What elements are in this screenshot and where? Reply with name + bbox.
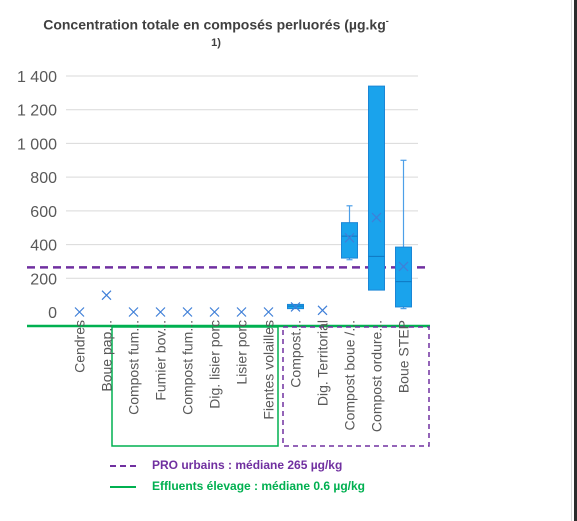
x-tick-label: Dig. lisier porc: [207, 320, 223, 409]
legend-swatch-elevage: [110, 486, 136, 488]
chart-title: Concentration totale en composés perluor…: [14, 10, 418, 50]
y-tick-label: 400: [30, 238, 57, 255]
chart-title-superscript: -: [385, 16, 389, 26]
mean-marker: [128, 307, 139, 317]
x-tick-label: Boue pap...: [99, 320, 115, 392]
mean-marker: [344, 232, 355, 243]
x-tick-label: Compost fum...: [126, 320, 142, 415]
x-tick-label: Compost ordure...: [369, 320, 385, 432]
x-tick-label: Compost boue /...: [342, 320, 358, 431]
mean-marker: [74, 307, 85, 317]
group-frame-urbain: [282, 326, 430, 447]
y-tick-label: 0: [48, 305, 57, 322]
box: [368, 85, 385, 291]
y-tick-label: 800: [30, 170, 57, 187]
box: [341, 222, 358, 259]
group-frame-elevage: [111, 326, 279, 447]
window-edge: [574, 0, 577, 521]
mean-marker: [182, 307, 193, 317]
y-tick-label: 1 400: [17, 69, 57, 86]
x-tick-label: Compost...: [288, 320, 304, 388]
legend-swatch-urbain: [110, 465, 136, 467]
y-tick-label: 600: [30, 204, 57, 221]
chart-title-line2: 1): [211, 36, 221, 49]
y-tick-label: 200: [30, 271, 57, 288]
chart-title-line1: Concentration totale en composés perluor…: [43, 16, 386, 33]
mean-marker: [236, 307, 247, 317]
y-tick-label: 1 000: [17, 136, 57, 153]
window-edge-light: [571, 0, 572, 521]
mean-marker: [155, 307, 166, 317]
mean-marker: [317, 305, 328, 316]
mean-marker: [101, 290, 112, 301]
x-tick-label: Lisier porc: [234, 320, 250, 385]
boxplot-chart: 0 200 400 600 800 1 000 1 200 1 400 Cendres Boue …: [17, 69, 430, 447]
x-tick-label: Cendres: [72, 320, 88, 373]
x-tick-label: Dig. Territorial: [315, 320, 331, 406]
legend-item-urbain: PRO urbains : médiane 265 µg/kg: [110, 457, 450, 475]
mean-marker: [263, 307, 274, 317]
mean-marker: [371, 212, 382, 223]
legend-label-urbain: PRO urbains : médiane 265 µg/kg: [152, 458, 343, 472]
x-tick-label: Fumier bov...: [153, 320, 169, 401]
legend-label-elevage: Effluents élevage : médiane 0.6 µg/kg: [152, 479, 365, 493]
x-tick-label: Boue STEP: [396, 320, 412, 393]
y-tick-label: 1 200: [17, 103, 57, 120]
x-tick-label: Compost fum...: [180, 320, 196, 415]
legend-item-elevage: Effluents élevage : médiane 0.6 µg/kg: [110, 478, 450, 496]
x-tick-label: Fientes volailles: [261, 320, 277, 420]
box: [395, 246, 412, 308]
mean-marker: [398, 261, 409, 272]
mean-marker: [209, 307, 220, 317]
mean-marker: [290, 302, 301, 312]
